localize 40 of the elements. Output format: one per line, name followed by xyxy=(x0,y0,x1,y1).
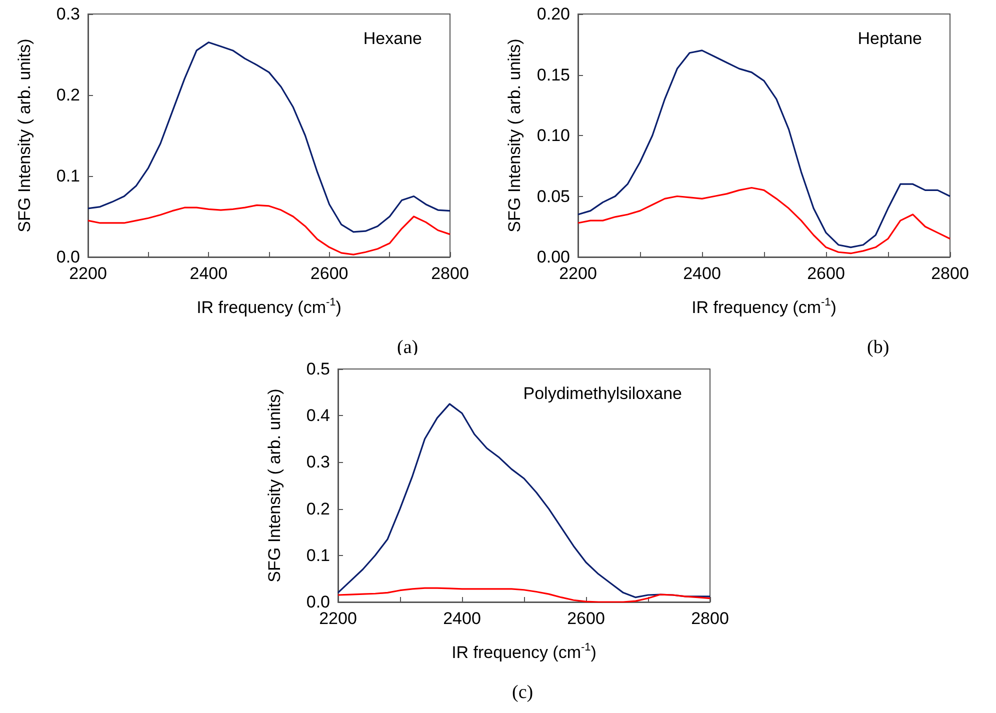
line-series xyxy=(577,50,951,248)
y-tick-label: 0.15 xyxy=(536,65,570,84)
annotation: Polydimethylsiloxane xyxy=(523,384,682,403)
y-tick-label: 0.3 xyxy=(306,452,330,472)
y-tick-label: 0.1 xyxy=(306,546,330,565)
text: (b) xyxy=(867,337,890,358)
y-tick-label: 0.20 xyxy=(536,4,570,24)
y-axis-title: SFG Intensity ( arb. units) xyxy=(265,388,284,582)
y-axis-title: SFG Intensity ( arb. units) xyxy=(505,38,524,232)
line-series xyxy=(577,186,951,254)
x-tick-label: 2400 xyxy=(443,609,481,628)
x-tick-label: 2200 xyxy=(319,609,357,628)
x-tick-label: 2400 xyxy=(683,264,721,283)
text: (c) xyxy=(512,682,534,703)
y-axis-title: SFG Intensity ( arb. units) xyxy=(15,38,34,232)
y-tick-label: 0.5 xyxy=(306,360,330,378)
x-tick-label: 2600 xyxy=(310,264,348,283)
x-tick-label: 2800 xyxy=(691,609,729,628)
y-tick-label: 0.3 xyxy=(56,4,80,24)
x-tick-label: 2400 xyxy=(190,264,228,283)
text: (a) xyxy=(397,337,418,358)
y-tick-label: 0.0 xyxy=(56,248,80,266)
x-tick-label: 2800 xyxy=(931,264,969,283)
x-tick-label: 2800 xyxy=(431,264,469,283)
y-tick-label: 0.4 xyxy=(306,406,330,426)
y-tick-label: 0.2 xyxy=(56,86,80,104)
line-series xyxy=(337,403,711,598)
annotation: Hexane xyxy=(363,29,422,48)
y-tick-label: 0.05 xyxy=(536,186,570,206)
annotation: Heptane xyxy=(858,29,922,48)
x-tick-label: 2600 xyxy=(567,609,605,628)
y-tick-label: 0.2 xyxy=(306,499,330,518)
y-tick-label: 0.0 xyxy=(306,592,330,612)
x-tick-label: 2200 xyxy=(559,264,597,283)
x-tick-label: 2200 xyxy=(69,264,107,283)
line-series xyxy=(87,204,451,256)
x-tick-label: 2600 xyxy=(807,264,845,283)
y-tick-label: 0.1 xyxy=(56,166,80,186)
y-tick-label: 0.00 xyxy=(536,248,570,266)
y-tick-label: 0.10 xyxy=(536,126,570,145)
